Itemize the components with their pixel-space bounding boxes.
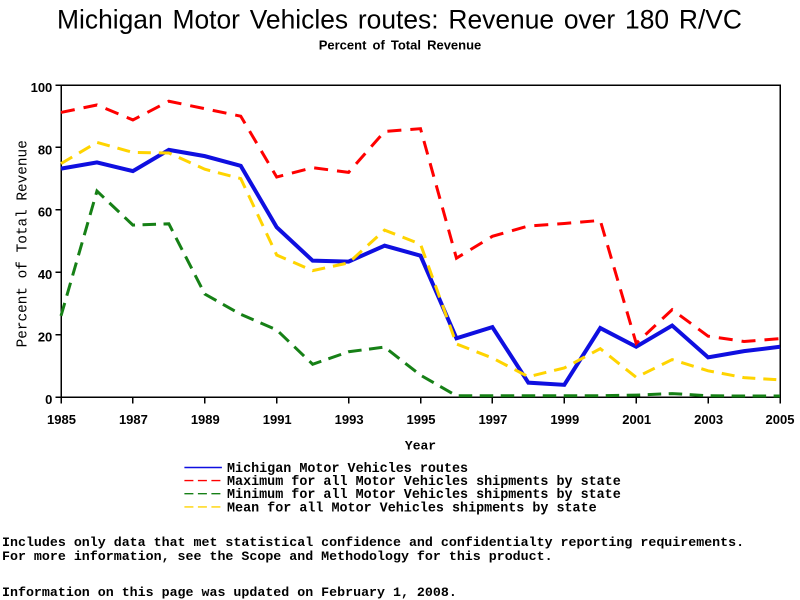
- svg-text:For more information, see the: For more information, see the Scope and …: [2, 549, 553, 564]
- svg-text:Michigan Motor Vehicles routes: Michigan Motor Vehicles routes: [227, 462, 468, 477]
- svg-text:2005: 2005: [766, 412, 795, 427]
- svg-text:100: 100: [31, 80, 53, 95]
- svg-text:40: 40: [38, 267, 52, 282]
- svg-text:1995: 1995: [407, 412, 436, 427]
- svg-text:Includes only data that met st: Includes only data that met statistical …: [2, 535, 744, 550]
- svg-text:Minimum for all Motor Vehicles: Minimum for all Motor Vehicles shipments…: [227, 488, 621, 503]
- svg-text:2001: 2001: [622, 412, 651, 427]
- svg-text:Mean for all Motor Vehicles sh: Mean for all Motor Vehicles shipments by…: [227, 501, 597, 516]
- svg-text:Year: Year: [405, 439, 436, 454]
- svg-text:80: 80: [38, 142, 52, 157]
- svg-text:Michigan Motor Vehicles routes: Michigan Motor Vehicles routes: Revenue …: [57, 5, 742, 35]
- svg-text:2003: 2003: [694, 412, 723, 427]
- svg-text:1997: 1997: [478, 412, 507, 427]
- svg-text:20: 20: [38, 330, 52, 345]
- svg-text:Percent of Total Revenue: Percent of Total Revenue: [15, 140, 31, 347]
- svg-text:1987: 1987: [119, 412, 148, 427]
- svg-text:1999: 1999: [550, 412, 579, 427]
- svg-text:1989: 1989: [191, 412, 220, 427]
- svg-text:1991: 1991: [263, 412, 292, 427]
- svg-text:0: 0: [45, 392, 52, 407]
- svg-text:60: 60: [38, 205, 52, 220]
- svg-text:1985: 1985: [47, 412, 76, 427]
- svg-text:Maximum for all Motor Vehicles: Maximum for all Motor Vehicles shipments…: [227, 475, 621, 490]
- svg-text:Information on this page was u: Information on this page was updated on …: [2, 585, 457, 600]
- svg-text:Percent of Total Revenue: Percent of Total Revenue: [319, 38, 482, 53]
- svg-text:1993: 1993: [335, 412, 364, 427]
